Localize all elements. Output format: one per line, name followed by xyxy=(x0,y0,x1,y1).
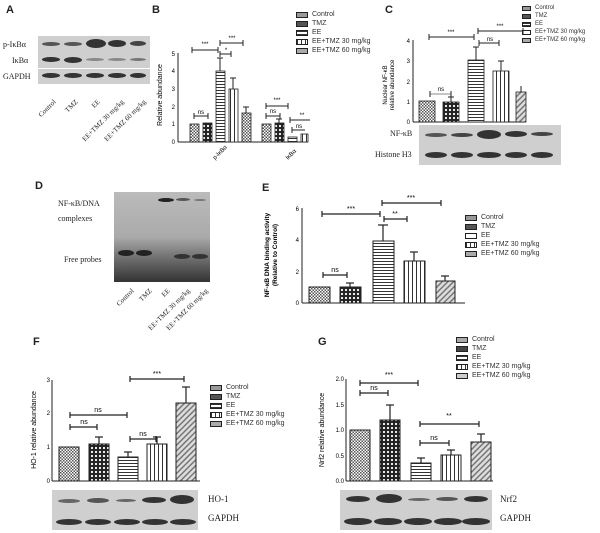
svg-text:***: *** xyxy=(385,372,393,379)
emsa-gel xyxy=(114,192,210,282)
svg-text:1.0: 1.0 xyxy=(336,428,345,434)
svg-text:ns: ns xyxy=(270,109,276,115)
svg-text:0: 0 xyxy=(172,140,176,146)
blot-label-histone-h3: Histone H3 xyxy=(375,150,412,159)
svg-text:0: 0 xyxy=(407,120,411,126)
svg-text:ns: ns xyxy=(139,431,147,438)
svg-text:***: *** xyxy=(407,195,415,202)
svg-text:2: 2 xyxy=(172,105,176,111)
svg-text:1: 1 xyxy=(47,445,51,451)
blot-label-gapdh: GAPDH xyxy=(500,513,532,523)
svg-text:ns: ns xyxy=(296,124,302,130)
svg-text:2: 2 xyxy=(296,270,300,276)
svg-text:ns: ns xyxy=(198,110,204,116)
svg-text:**: ** xyxy=(300,113,305,119)
svg-text:0.5: 0.5 xyxy=(336,454,345,460)
svg-text:1.5: 1.5 xyxy=(336,403,345,409)
chart-c: Nuclear NF-κB relative abundance 0 1 2 3 4 n… xyxy=(383,24,527,126)
svg-text:ns: ns xyxy=(331,267,339,274)
svg-text:4: 4 xyxy=(172,69,176,75)
svg-text:**: ** xyxy=(392,211,398,218)
svg-text:ns: ns xyxy=(94,407,102,414)
western-blot-c xyxy=(419,125,561,165)
svg-text:ns: ns xyxy=(430,435,438,442)
svg-text:ns: ns xyxy=(370,385,378,392)
panel-letter-c: C xyxy=(385,4,393,16)
svg-text:2: 2 xyxy=(47,411,51,417)
legend-c: Control TMZ EE EE+TMZ 30 mg/kg EE+TMZ 60… xyxy=(522,4,585,44)
label-free-probes: Free probes xyxy=(64,255,102,264)
blot-label-ho1: HO-1 xyxy=(208,494,229,504)
svg-text:ns: ns xyxy=(487,37,493,43)
svg-text:3: 3 xyxy=(172,87,176,93)
legend-e: Control TMZ EE EE+TMZ 30 mg/kg EE+TMZ 60… xyxy=(465,213,540,258)
svg-text:4: 4 xyxy=(407,39,411,45)
svg-text:3: 3 xyxy=(47,378,51,384)
svg-text:1: 1 xyxy=(172,122,176,128)
blot-label-ikba: IκBα xyxy=(12,56,29,65)
svg-text:3: 3 xyxy=(407,59,411,65)
svg-text:NF-κB DNA binding activity: NF-κB DNA binding activity xyxy=(264,212,271,297)
svg-text:***: *** xyxy=(153,371,161,378)
svg-text:Nrf2 relative abundance: Nrf2 relative abundance xyxy=(319,393,326,467)
svg-text:0: 0 xyxy=(296,301,300,307)
western-blot-a xyxy=(38,36,150,84)
x-label: IκBα xyxy=(285,148,298,161)
svg-text:(Relative to Control): (Relative to Control) xyxy=(272,224,279,286)
svg-text:Nuclear NF-κB: Nuclear NF-κB xyxy=(383,65,389,104)
blot-label-nfkb: NF-κB xyxy=(390,129,413,138)
western-blot-f xyxy=(52,490,198,530)
svg-text:***: *** xyxy=(347,206,355,213)
x-label: p-IκBα xyxy=(212,144,229,161)
svg-text:**: ** xyxy=(446,413,452,420)
svg-text:ns: ns xyxy=(80,419,88,426)
svg-text:1: 1 xyxy=(407,100,411,106)
blot-label-nrf2: Nrf2 xyxy=(500,494,517,504)
label-complexes: complexes xyxy=(58,214,93,223)
legend-g: Control TMZ EE EE+TMZ 30 mg/kg EE+TMZ 60… xyxy=(456,335,531,380)
panel-letter-g: G xyxy=(318,336,327,348)
svg-text:***: *** xyxy=(201,42,209,48)
svg-text:***: *** xyxy=(447,30,455,36)
panel-letter-b: B xyxy=(152,4,160,16)
svg-text:2.0: 2.0 xyxy=(336,377,345,383)
blot-label-gapdh: GAPDH xyxy=(3,72,31,81)
svg-text:0.0: 0.0 xyxy=(336,479,345,485)
western-blot-g xyxy=(340,490,492,530)
y-axis-label: Relative abundance xyxy=(157,64,164,126)
blot-label-gapdh: GAPDH xyxy=(208,513,240,523)
svg-text:***: *** xyxy=(496,24,504,30)
chart-g: Nrf2 relative abundance 0.00.51.01.52.0 … xyxy=(319,372,493,485)
panel-letter-f: F xyxy=(33,336,40,348)
blot-label-p-ikba: p-IκBα xyxy=(3,40,26,49)
legend-f: Control TMZ EE EE+TMZ 30 mg/kg EE+TMZ 60… xyxy=(210,383,285,428)
panel-letter-e: E xyxy=(262,182,270,194)
chart-e: NF-κB DNA binding activity (Relative to … xyxy=(264,195,465,307)
svg-text:relative abundance: relative abundance xyxy=(390,59,396,110)
svg-text:6: 6 xyxy=(296,207,300,213)
svg-text:5: 5 xyxy=(172,52,176,58)
svg-text:HO-1 relative abundance: HO-1 relative abundance xyxy=(31,391,38,469)
legend-b: Control TMZ EE EE+TMZ 30 mg/kg EE+TMZ 60… xyxy=(296,10,371,55)
svg-text:2: 2 xyxy=(407,80,411,86)
svg-text:***: *** xyxy=(273,98,281,104)
panel-letter-a: A xyxy=(6,4,14,16)
svg-text:0: 0 xyxy=(47,479,51,485)
label-nfkb-dna: NF-κB/DNA xyxy=(58,199,100,208)
lane-label: Control xyxy=(36,98,58,119)
panel-letter-d: D xyxy=(35,180,43,192)
svg-text:***: *** xyxy=(228,36,236,42)
svg-text:4: 4 xyxy=(296,238,300,244)
svg-text:ns: ns xyxy=(438,87,444,93)
svg-text:*: * xyxy=(225,48,228,54)
